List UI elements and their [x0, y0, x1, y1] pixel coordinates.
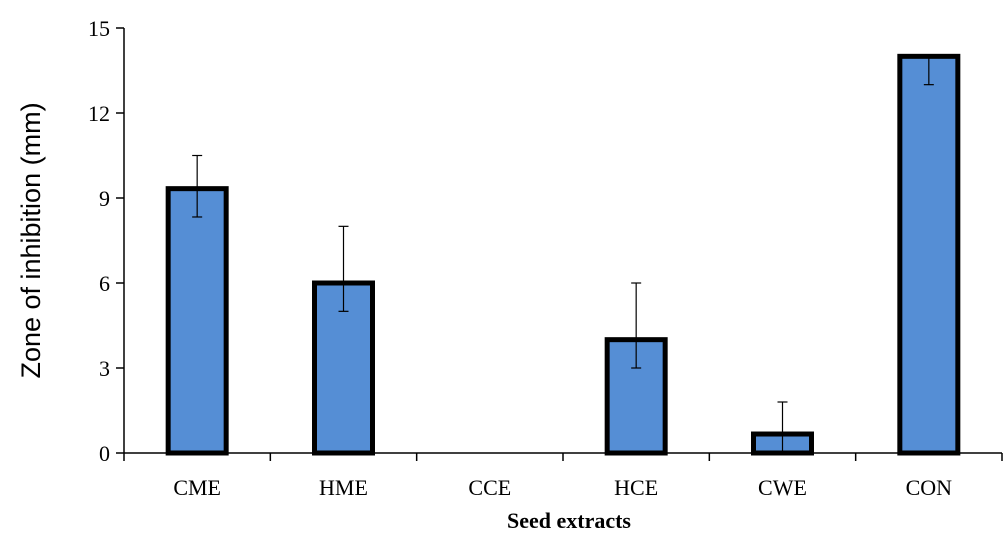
bar [897, 53, 961, 456]
y-axis: 0 3 6 9 12 15 [88, 16, 125, 466]
x-tick-label: CME [173, 475, 221, 500]
x-axis-label: Seed extracts [507, 508, 631, 533]
x-tick-label: CON [906, 475, 953, 500]
bar [165, 186, 229, 456]
y-tick-label: 12 [88, 101, 110, 126]
y-tick-label: 6 [99, 271, 110, 296]
y-axis-label: Zone of inhibition (mm) [16, 102, 46, 378]
y-tick-label: 9 [99, 186, 110, 211]
x-tick-label: HCE [614, 475, 658, 500]
y-tick-label: 15 [88, 16, 110, 41]
error-bars [192, 55, 934, 454]
y-tick-label: 0 [99, 441, 110, 466]
x-tick-label: CWE [758, 475, 807, 500]
x-axis: CME HME CCE HCE CWE CON [123, 452, 1003, 500]
x-tick-label: HME [319, 475, 368, 500]
y-tick-label: 3 [99, 356, 110, 381]
x-tick-label: CCE [468, 475, 511, 500]
bars [165, 53, 961, 456]
